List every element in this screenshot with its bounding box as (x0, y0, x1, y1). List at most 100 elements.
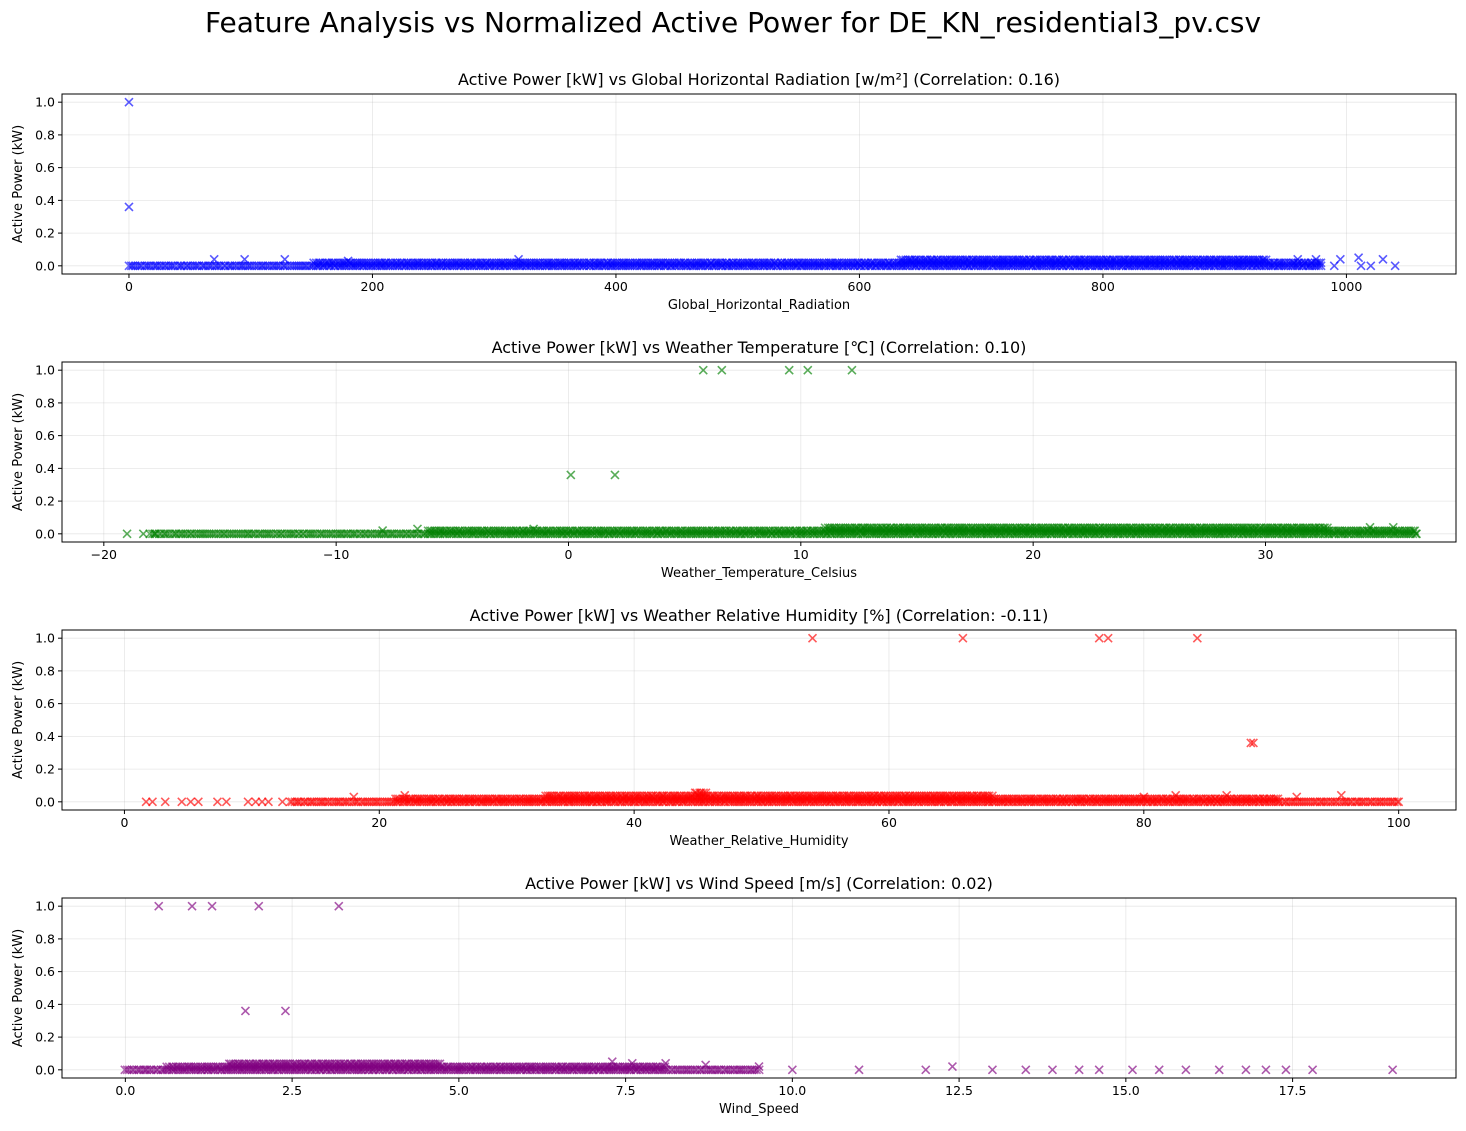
data-point (610, 470, 620, 480)
data-point (1171, 790, 1181, 800)
band-marker (246, 529, 256, 539)
data-point (1261, 1065, 1271, 1075)
band-marker (712, 1065, 722, 1075)
data-point (854, 1065, 864, 1075)
data-point (1308, 1065, 1318, 1075)
data-point (717, 365, 727, 375)
x-tick-label: 800 (1091, 279, 1115, 294)
data-point (1378, 254, 1388, 264)
y-tick-label: 0.0 (35, 258, 55, 273)
band-marker (275, 529, 286, 539)
data-point (1293, 254, 1303, 264)
band-marker (175, 261, 185, 271)
y-tick-label: 0.6 (35, 428, 55, 443)
x-axis-label: Wind_Speed (719, 1102, 799, 1117)
band-marker (1328, 797, 1338, 807)
band-marker (1372, 797, 1382, 807)
data-point (378, 525, 388, 536)
data-point (1311, 254, 1321, 264)
x-axis-label: Weather_Temperature_Celsius (661, 566, 857, 581)
band-marker (398, 529, 408, 539)
data-point (698, 365, 708, 375)
data-point (987, 1065, 998, 1075)
band-marker (1385, 797, 1396, 807)
data-point (1094, 1065, 1104, 1075)
y-tick-label: 0.4 (35, 461, 55, 476)
data-point (280, 254, 290, 264)
data-point (1192, 633, 1202, 643)
data-point (1246, 738, 1256, 748)
data-point (701, 1060, 711, 1070)
data-point (1390, 261, 1400, 271)
data-point (254, 901, 264, 911)
band-marker (299, 797, 309, 807)
data-point (1292, 792, 1302, 802)
data-point (1366, 261, 1376, 271)
y-tick-label: 0.2 (35, 494, 55, 509)
y-tick-label: 0.4 (35, 997, 55, 1012)
y-tick-label: 0.6 (35, 160, 55, 175)
data-point (193, 797, 203, 807)
data-point (529, 524, 539, 534)
y-tick-label: 1.0 (35, 631, 55, 646)
band-marker (306, 529, 316, 539)
y-tick-label: 0.6 (35, 964, 55, 979)
x-tick-label: 1000 (1331, 279, 1363, 294)
band-marker (292, 797, 302, 807)
data-point (243, 797, 253, 807)
band-marker (339, 529, 349, 539)
x-axis-label: Weather_Relative_Humidity (669, 834, 848, 849)
data-point (212, 797, 223, 807)
data-point (263, 797, 273, 807)
data-point (124, 202, 134, 212)
x-axis-label: Global_Horizontal_Radiation (668, 298, 850, 313)
data-point (240, 254, 250, 264)
band-marker (550, 1062, 560, 1072)
x-tick-label: 20 (371, 815, 387, 830)
data-point (147, 797, 158, 807)
data-point (207, 901, 217, 911)
chart-2: Active Power [kW] vs Weather Temperature… (11, 338, 1457, 581)
band-marker (147, 529, 157, 539)
data-point (1103, 633, 1113, 643)
data-point (1222, 790, 1232, 800)
data-point (1336, 790, 1346, 800)
x-tick-label: 40 (626, 815, 642, 830)
band-marker (1356, 797, 1367, 807)
data-point (627, 1058, 637, 1068)
band-marker (174, 529, 184, 539)
data-point (400, 790, 410, 800)
data-point (124, 97, 134, 107)
data-point (160, 797, 170, 807)
band-marker (182, 529, 193, 539)
x-tick-label: 400 (604, 279, 628, 294)
band-marker (340, 797, 350, 807)
chart-title: Active Power [kW] vs Weather Temperature… (492, 338, 1027, 357)
data-point (1411, 529, 1422, 539)
y-axis-label: Active Power (kW) (11, 661, 26, 779)
data-point (1154, 1065, 1164, 1075)
band-marker (394, 529, 404, 539)
data-point (1356, 261, 1366, 271)
data-point (138, 529, 148, 539)
x-tick-label: 5.0 (449, 1083, 469, 1098)
band-marker (271, 261, 281, 271)
data-point (122, 529, 132, 539)
data-point (1248, 738, 1258, 748)
x-tick-label: 30 (1258, 547, 1274, 562)
y-tick-label: 1.0 (35, 95, 55, 110)
y-tick-label: 0.4 (35, 193, 55, 208)
data-point (661, 1058, 671, 1068)
y-tick-label: 0.0 (35, 1062, 55, 1077)
y-tick-label: 0.6 (35, 696, 55, 711)
band-marker (132, 1065, 142, 1075)
data-point (343, 256, 353, 266)
data-point (1388, 1065, 1398, 1075)
band-marker (212, 261, 222, 271)
band-marker (1363, 797, 1373, 807)
band-marker (243, 261, 253, 271)
x-tick-label: 80 (1136, 815, 1152, 830)
data-point (1047, 1065, 1058, 1075)
x-tick-label: 600 (848, 279, 872, 294)
